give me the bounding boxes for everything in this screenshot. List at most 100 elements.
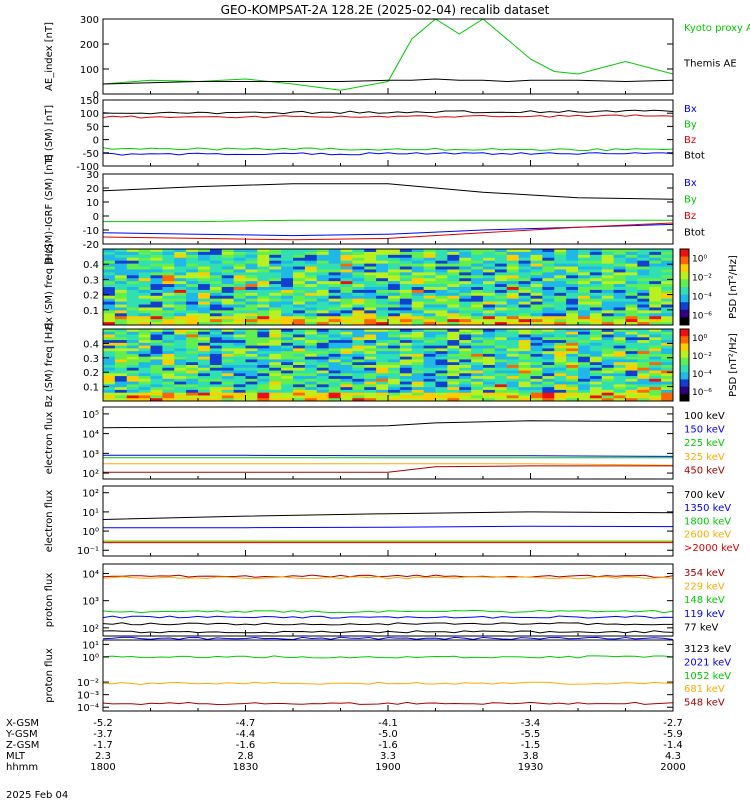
heatmap-cell (186, 254, 199, 259)
heatmap-cell (494, 345, 508, 349)
heatmap-cell (376, 370, 389, 374)
heatmap-cell (138, 284, 151, 288)
heatmap-cell (388, 278, 401, 282)
heatmap-cell (221, 254, 235, 259)
heatmap-cell (376, 378, 389, 383)
heatmap-cell (649, 381, 662, 385)
heatmap-cell (637, 348, 650, 352)
heatmap-cell (494, 373, 508, 377)
heatmap-cell (281, 389, 294, 394)
legend-entry: 3123 keV (684, 644, 731, 655)
heatmap-cell (162, 373, 175, 377)
heatmap-cell (114, 251, 128, 256)
heatmap-cell (352, 351, 365, 355)
heatmap-cell (328, 278, 341, 282)
heatmap-cell (257, 307, 270, 311)
heatmap-cell (150, 301, 163, 305)
heatmap-cell (245, 316, 258, 320)
heatmap-cell (661, 322, 674, 326)
heatmap-cell (103, 278, 116, 282)
heatmap-cell (447, 395, 460, 399)
heatmap-cell (649, 251, 662, 256)
heatmap-cell (293, 254, 306, 259)
heatmap-cell (649, 389, 662, 394)
heatmap-cell (174, 398, 187, 402)
heatmap-cell (364, 398, 377, 402)
heatmap-cell (613, 298, 626, 303)
panel-frame (102, 173, 674, 245)
heatmap-cell (103, 275, 116, 279)
heatmap-cell (257, 292, 270, 297)
heatmap-cell (257, 281, 270, 285)
heatmap-cell (138, 378, 151, 383)
heatmap-cell (518, 304, 531, 308)
heatmap-cell (423, 284, 436, 288)
heatmap-cell (530, 298, 543, 303)
heatmap-cell (198, 275, 211, 279)
y-tick-label: 100 (80, 109, 99, 120)
heatmap-cell (435, 269, 448, 273)
heatmap-cell (459, 398, 472, 402)
heatmap-cell (126, 307, 140, 311)
heatmap-cell (494, 249, 508, 253)
heatmap-cell (138, 398, 151, 402)
heatmap-cell (411, 287, 425, 291)
heatmap-cell (578, 381, 591, 385)
heatmap-cell (198, 384, 211, 388)
y-tick-label: 0.3 (83, 275, 99, 286)
heatmap-cell (376, 254, 389, 259)
heatmap-cell (364, 384, 377, 388)
heatmap-cell (269, 395, 282, 399)
heatmap-cell (257, 384, 270, 388)
series-line (102, 681, 674, 685)
heatmap-cell (471, 329, 484, 333)
heatmap-cell (589, 345, 603, 349)
heatmap-cell (364, 319, 377, 323)
heatmap-cell (352, 378, 365, 383)
heatmap-cell (494, 359, 508, 363)
colorbar-segment (680, 309, 689, 318)
heatmap-cell (637, 301, 650, 305)
heatmap-cell (281, 373, 294, 377)
heatmap-cell (399, 313, 413, 317)
heatmap-cell (269, 281, 282, 285)
heatmap-cell (542, 310, 555, 314)
heatmap-cell (376, 331, 389, 335)
heatmap-cell (471, 269, 484, 273)
heatmap-cell (103, 367, 116, 371)
heatmap-cell (483, 287, 496, 291)
heatmap-cell (162, 249, 175, 253)
heatmap-cell (530, 362, 543, 366)
heatmap-cell (589, 316, 603, 320)
heatmap-cell (471, 342, 484, 347)
heatmap-cell (103, 365, 116, 369)
heatmap-cell (209, 367, 223, 371)
heatmap-cell (423, 292, 436, 297)
heatmap-cell (518, 249, 531, 253)
heatmap-cell (233, 395, 246, 399)
heatmap-cell (209, 278, 223, 282)
heatmap-cell (530, 310, 543, 314)
heatmap-cell (245, 257, 258, 262)
heatmap-cell (233, 316, 246, 320)
heatmap-cell (459, 356, 472, 360)
heatmap-cell (388, 251, 401, 256)
heatmap-cell (126, 278, 140, 282)
legend-entry: Themis AE (683, 59, 737, 70)
heatmap-cell (114, 298, 128, 303)
heatmap-cell (364, 373, 377, 377)
heatmap-cell (114, 337, 128, 341)
heatmap-cell (506, 260, 520, 265)
heatmap-cell (506, 316, 520, 320)
heatmap-cell (174, 376, 187, 380)
heatmap-cell (198, 260, 211, 265)
heatmap-cell (494, 348, 508, 352)
heatmap-cell (483, 275, 496, 279)
heatmap-cell (601, 376, 615, 380)
heatmap-cell (661, 384, 674, 388)
heatmap-cell (613, 316, 626, 320)
heatmap-cell (245, 322, 258, 326)
heatmap-cell (423, 340, 436, 344)
heatmap-cell (637, 370, 650, 374)
